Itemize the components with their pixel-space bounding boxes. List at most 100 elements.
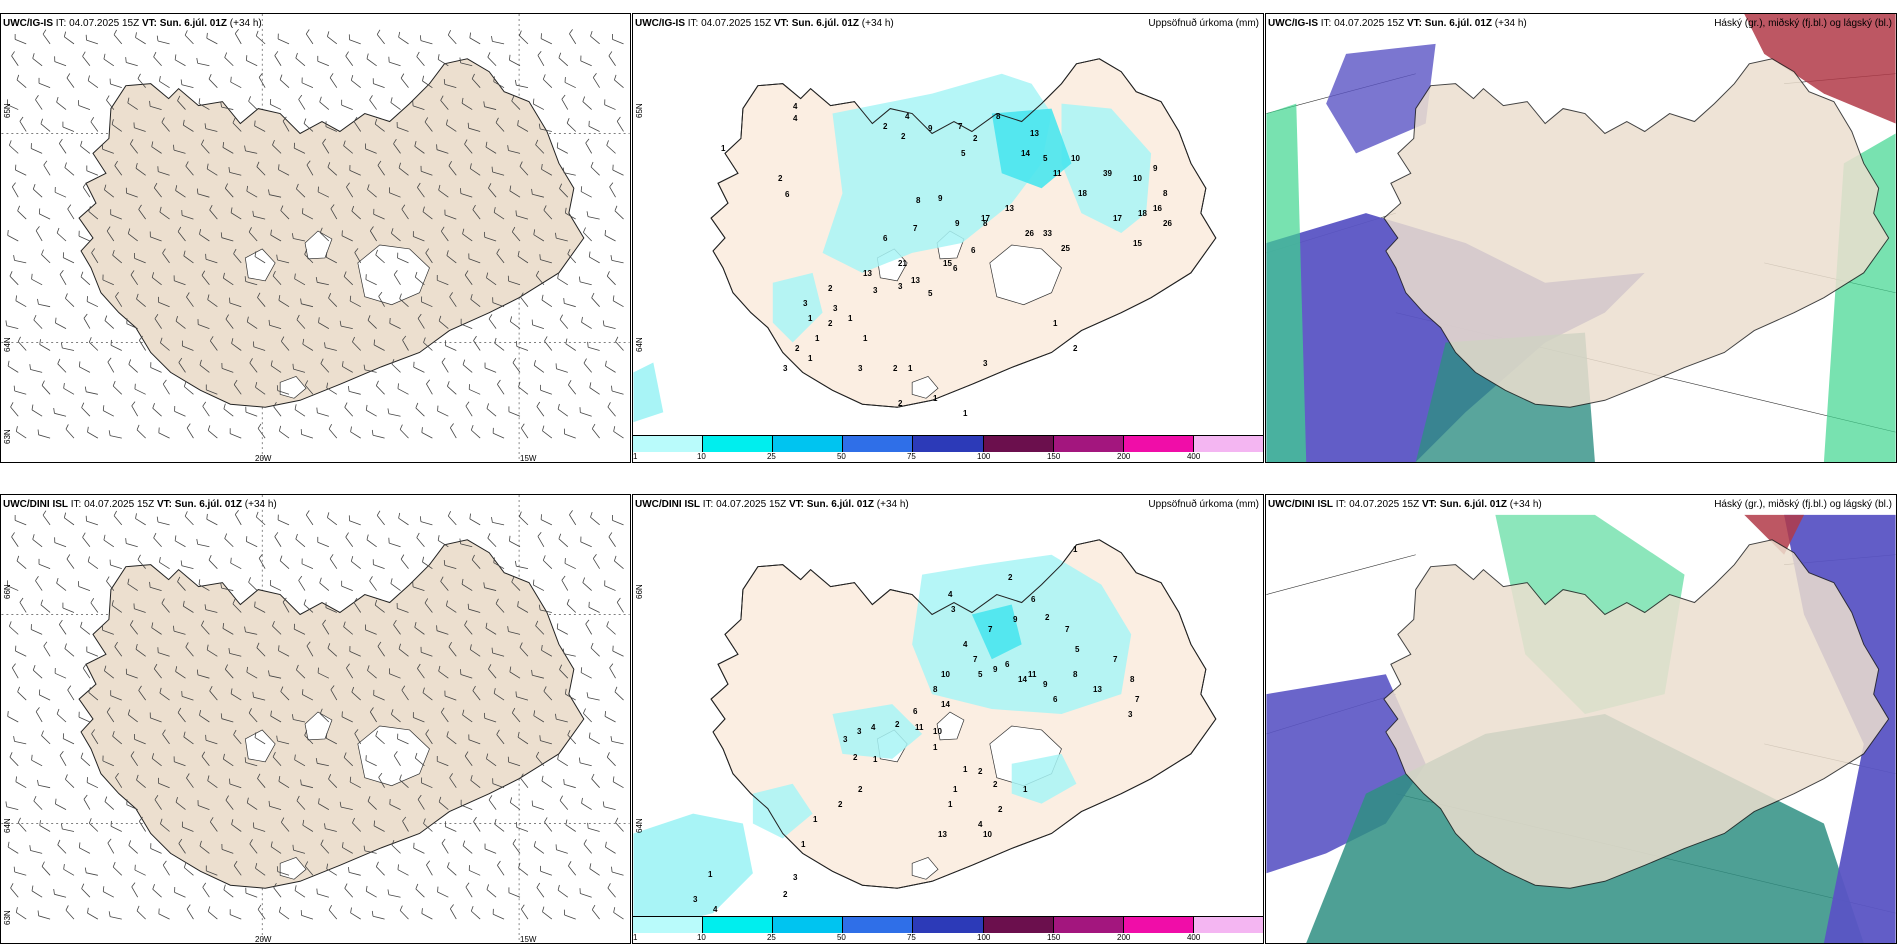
wind-barb xyxy=(607,883,616,898)
wind-barb xyxy=(438,315,449,329)
wind-barb xyxy=(327,643,338,657)
wind-barb xyxy=(278,295,290,308)
wind-barb xyxy=(291,233,306,242)
precip-value-label: 7 xyxy=(913,224,918,233)
colorbar-tick-label: 150 xyxy=(1046,933,1061,942)
wind-barb xyxy=(615,817,624,832)
wind-barb xyxy=(365,143,377,154)
wind-barb xyxy=(64,643,75,657)
wind-barb xyxy=(329,73,338,88)
iceland-landmass xyxy=(1383,539,1890,889)
wind-barb xyxy=(106,95,115,110)
lead-time: (+34 h) xyxy=(876,499,909,510)
wind-barb xyxy=(102,405,114,417)
wind-barb xyxy=(349,295,361,308)
colorbar-swatch xyxy=(703,917,774,933)
wind-barb xyxy=(153,182,162,198)
wind-barb xyxy=(110,339,122,351)
precip-value-label: 6 xyxy=(953,264,958,273)
wind-barb xyxy=(472,685,481,701)
wind-barb xyxy=(349,165,361,176)
wind-barb xyxy=(485,141,497,154)
wind-barb xyxy=(80,621,91,635)
precip-value-label: 5 xyxy=(961,149,966,158)
precip-value-label: 13 xyxy=(1005,204,1014,213)
wind-barb xyxy=(375,730,385,745)
wind-barb xyxy=(245,887,258,898)
wind-barb xyxy=(149,231,162,242)
wind-barb xyxy=(325,732,338,745)
precip-value-label: 2 xyxy=(828,319,833,328)
wind-barb xyxy=(134,253,146,264)
wind-barb xyxy=(106,707,115,723)
wind-barb xyxy=(616,116,624,132)
it-label: IT: xyxy=(1335,499,1347,510)
wind-barb xyxy=(421,296,433,308)
precip-colorbar: 1 10 25 50 75 100 150 200 400 xyxy=(633,435,1263,462)
wind-barb xyxy=(348,34,361,45)
wind-barb xyxy=(209,817,218,832)
wind-barb xyxy=(274,532,282,547)
wind-barb xyxy=(342,361,353,373)
wind-barb xyxy=(32,534,43,548)
wind-barb xyxy=(184,30,194,45)
wind-barb xyxy=(6,99,19,110)
wind-barb xyxy=(249,839,258,854)
wind-barb xyxy=(175,796,186,810)
precip-value-label: 6 xyxy=(913,707,918,716)
wind-barb xyxy=(583,708,592,723)
lat-label-64n: 64N xyxy=(635,818,644,833)
wind-barb xyxy=(610,736,624,745)
wind-barb xyxy=(464,139,473,154)
wind-barb xyxy=(126,799,138,810)
wind-barb xyxy=(437,886,449,898)
wind-barb xyxy=(11,182,19,198)
lat-label-64n: 64N xyxy=(3,818,12,833)
precip-value-label: 14 xyxy=(1018,675,1027,684)
wind-barb xyxy=(10,402,19,417)
wind-barb xyxy=(198,98,210,110)
wind-barb xyxy=(445,119,457,132)
wind-barb xyxy=(614,686,624,701)
precip-value-label: 7 xyxy=(958,122,963,131)
wind-barb xyxy=(173,756,186,767)
wind-barb xyxy=(38,77,51,89)
wind-barb xyxy=(568,861,577,876)
colorbar-swatch xyxy=(913,436,984,452)
wind-barb xyxy=(564,77,576,89)
wind-barb xyxy=(443,560,457,570)
wind-barb xyxy=(580,55,592,67)
wind-barb xyxy=(557,403,569,417)
wind-barb xyxy=(324,823,337,832)
wind-barb xyxy=(486,753,497,767)
wind-barb xyxy=(440,576,449,591)
wind-barb xyxy=(557,273,568,286)
cloud-title: Háský (gr.), miðský (fj.bl.) og lágský (… xyxy=(1714,499,1892,510)
wind-barb xyxy=(277,514,290,526)
wind-barb xyxy=(460,318,473,329)
wind-barb xyxy=(609,663,616,679)
wind-barb xyxy=(437,535,449,548)
colorbar-tick-label: 400 xyxy=(1186,452,1201,461)
wind-barb xyxy=(151,141,162,154)
wind-barb xyxy=(84,386,98,395)
precip-value-label: 8 xyxy=(916,196,921,205)
wind-barb xyxy=(390,228,401,242)
wind-barb xyxy=(327,512,338,526)
wind-barb xyxy=(134,864,146,876)
wind-barb xyxy=(604,580,616,591)
cloud-cover-map xyxy=(1266,514,1896,943)
wind-barb xyxy=(87,426,99,439)
wind-barb xyxy=(512,357,521,373)
wind-barb xyxy=(90,117,99,132)
panel-header: UWC/IG-IS IT: 04.07.2025 15Z VT: Sun. 6.… xyxy=(3,18,262,29)
wind-barb xyxy=(564,558,576,570)
wind-barb xyxy=(128,359,138,373)
wind-barb xyxy=(13,255,27,264)
precip-value-label: 5 xyxy=(928,289,933,298)
wind-barb xyxy=(186,773,194,788)
wind-barb xyxy=(177,226,186,242)
wind-barb xyxy=(42,510,51,526)
wind-barb xyxy=(590,30,600,45)
wind-barb xyxy=(11,532,19,547)
